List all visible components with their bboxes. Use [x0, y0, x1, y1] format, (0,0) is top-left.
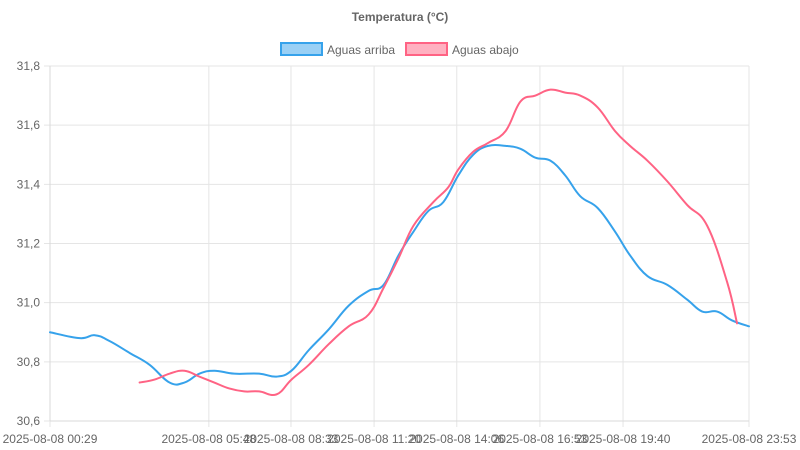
- x-tick-label: 2025-08-08 05:48: [161, 432, 256, 446]
- x-tick-label: 2025-08-08 19:40: [576, 432, 671, 446]
- y-tick-label: 31,8: [17, 59, 41, 73]
- y-tick-label: 30,6: [17, 414, 41, 428]
- legend-swatch-aguas-abajo: [405, 42, 448, 56]
- grid: [44, 65, 750, 427]
- x-tick-label: 2025-08-08 11:20: [327, 432, 421, 446]
- y-tick-label: 31,4: [17, 177, 41, 191]
- legend-label-aguas-abajo: Aguas abajo: [452, 43, 519, 57]
- y-tick-label: 30,8: [17, 355, 41, 369]
- legend: Aguas arriba Aguas abajo: [280, 42, 519, 57]
- y-tick-label: 31,2: [17, 237, 41, 251]
- x-tick-label: 2025-08-08 00:29: [3, 432, 98, 446]
- x-tick-label: 2025-08-08 14:06: [409, 432, 504, 446]
- legend-item-aguas-arriba[interactable]: Aguas arriba: [280, 42, 395, 57]
- series-lines: [49, 88, 750, 396]
- legend-item-aguas-abajo[interactable]: Aguas abajo: [405, 42, 519, 57]
- y-axis: 31,8 31,6 31,4 31,2 31,0 30,8 30,6: [17, 59, 51, 428]
- series-line-aguas-abajo: [138, 88, 739, 396]
- y-tick-label: 31,0: [17, 296, 41, 310]
- legend-label-aguas-arriba: Aguas arriba: [327, 43, 395, 57]
- x-axis: 2025-08-08 00:29 2025-08-08 05:482025-08-…: [3, 420, 797, 446]
- chart-title: Temperatura (°C): [352, 10, 449, 24]
- x-tick-label: 2025-08-08 16:53: [493, 432, 588, 446]
- legend-swatch-aguas-arriba: [280, 42, 323, 56]
- y-tick-label: 31,6: [17, 118, 41, 132]
- x-tick-label: 2025-08-08 08:33: [244, 432, 339, 446]
- series-line-aguas-arriba: [49, 143, 750, 386]
- x-tick-label: 2025-08-08 23:53: [702, 432, 797, 446]
